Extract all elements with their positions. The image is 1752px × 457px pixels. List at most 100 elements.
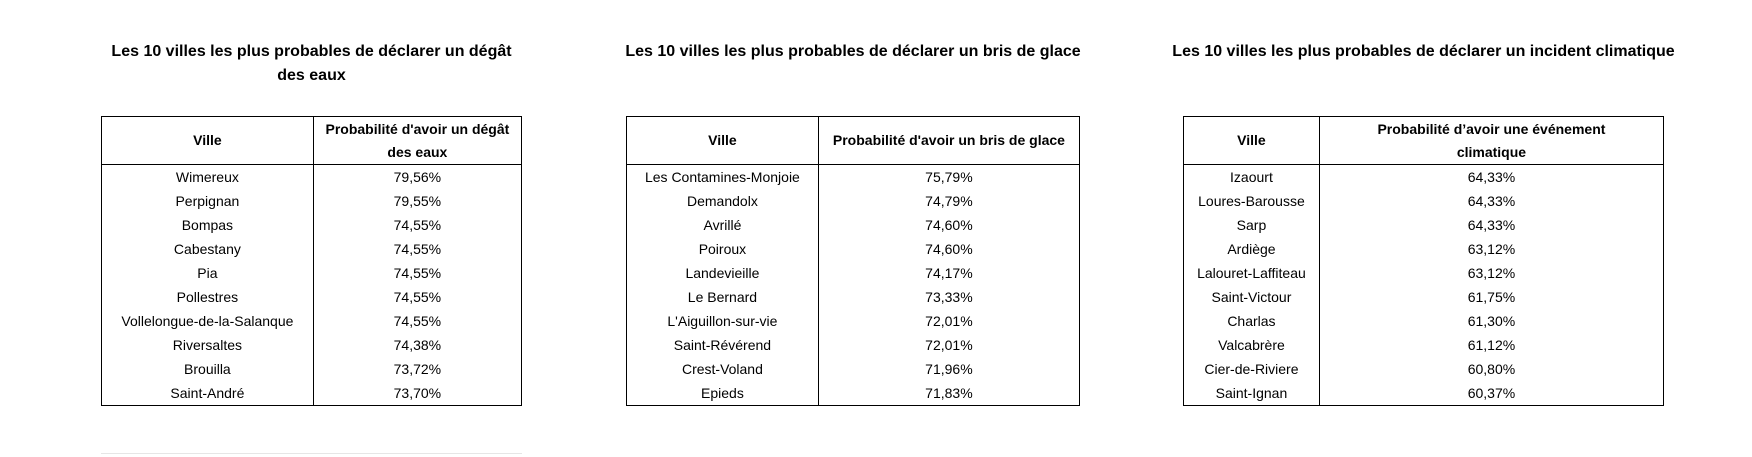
city-cell: L'Aiguillon-sur-vie: [626, 309, 819, 333]
table-row: Bompas 74,55%: [101, 213, 523, 237]
table-row: Landevieille 74,17%: [626, 261, 1081, 285]
city-cell: Loures-Barousse: [1183, 189, 1320, 213]
column-header-city: Ville: [1183, 116, 1320, 165]
table-row: Perpignan 79,55%: [101, 189, 523, 213]
probability-cell: 71,96%: [817, 357, 1081, 381]
table-row: Cier-de-Riviere 60,80%: [1183, 357, 1665, 381]
probability-cell: 73,70%: [312, 381, 523, 406]
probability-cell: 72,01%: [817, 333, 1081, 357]
city-cell: Pia: [101, 261, 314, 285]
city-cell: Izaourt: [1183, 164, 1320, 189]
probability-cell: 79,56%: [312, 164, 523, 189]
table-row: Loures-Barousse 64,33%: [1183, 189, 1665, 213]
probability-cell: 63,12%: [1318, 261, 1665, 285]
table-row: Wimereux 79,56%: [101, 164, 523, 189]
probability-cell: 74,55%: [312, 285, 523, 309]
table-title: Les 10 villes les plus probables de décl…: [1172, 43, 1675, 60]
city-cell: Crest-Voland: [626, 357, 819, 381]
table-row: Les Contamines-Monjoie 75,79%: [626, 164, 1081, 189]
city-cell: Saint-André: [101, 381, 314, 406]
probability-cell: 74,79%: [817, 189, 1081, 213]
probability-cell: 61,75%: [1318, 285, 1665, 309]
city-cell: Sarp: [1183, 213, 1320, 237]
table-row: Saint-Ignan 60,37%: [1183, 381, 1665, 406]
probability-cell: 79,55%: [312, 189, 523, 213]
table-header-row: Ville Probabilité d'avoir un dégât des e…: [101, 116, 523, 165]
city-cell: Brouilla: [101, 357, 314, 381]
city-cell: Saint-Ignan: [1183, 381, 1320, 406]
table-row: Izaourt 64,33%: [1183, 164, 1665, 189]
table-row: Cabestany 74,55%: [101, 237, 523, 261]
probability-cell: 60,37%: [1318, 381, 1665, 406]
table-row: Charlas 61,30%: [1183, 309, 1665, 333]
table-row: Poiroux 74,60%: [626, 237, 1081, 261]
city-cell: Cabestany: [101, 237, 314, 261]
city-cell: Le Bernard: [626, 285, 819, 309]
table-row: Saint-Révérend 72,01%: [626, 333, 1081, 357]
city-cell: Pollestres: [101, 285, 314, 309]
probability-cell: 61,12%: [1318, 333, 1665, 357]
column-header-city: Ville: [101, 116, 314, 165]
probability-cell: 74,38%: [312, 333, 523, 357]
city-cell: Lalouret-Laffiteau: [1183, 261, 1320, 285]
probability-cell: 74,55%: [312, 237, 523, 261]
table-row: Sarp 64,33%: [1183, 213, 1665, 237]
probability-cell: 74,55%: [312, 309, 523, 333]
probability-cell: 74,55%: [312, 261, 523, 285]
column-header-probability: Probabilité d'avoir un bris de glace: [817, 116, 1081, 165]
probability-cell: 71,83%: [817, 381, 1081, 406]
table-row: Crest-Voland 71,96%: [626, 357, 1081, 381]
city-cell: Cier-de-Riviere: [1183, 357, 1320, 381]
city-cell: Les Contamines-Monjoie: [626, 164, 819, 189]
probability-cell: 64,33%: [1318, 213, 1665, 237]
probability-cell: 74,55%: [312, 213, 523, 237]
table-row: Demandolx 74,79%: [626, 189, 1081, 213]
column-header-probability: Probabilité d'avoir un dégât des eaux: [312, 116, 523, 165]
city-cell: Avrillé: [626, 213, 819, 237]
table-row: Avrillé 74,60%: [626, 213, 1081, 237]
column-header-probability: Probabilité d’avoir une événement climat…: [1318, 116, 1665, 165]
city-cell: Riversaltes: [101, 333, 314, 357]
city-cell: Valcabrère: [1183, 333, 1320, 357]
table-row: Pia 74,55%: [101, 261, 523, 285]
probability-cell: 72,01%: [817, 309, 1081, 333]
data-table: Ville Probabilité d'avoir un bris de gla…: [626, 116, 1081, 406]
probability-cell: 63,12%: [1318, 237, 1665, 261]
faint-gridline: [101, 453, 522, 454]
table-row: Valcabrère 61,12%: [1183, 333, 1665, 357]
city-cell: Epieds: [626, 381, 819, 406]
city-cell: Ardiège: [1183, 237, 1320, 261]
probability-cell: 60,80%: [1318, 357, 1665, 381]
city-cell: Bompas: [101, 213, 314, 237]
probability-cell: 73,72%: [312, 357, 523, 381]
table-row: Le Bernard 73,33%: [626, 285, 1081, 309]
table-row: Riversaltes 74,38%: [101, 333, 523, 357]
probability-cell: 73,33%: [817, 285, 1081, 309]
table-row: Saint-André 73,70%: [101, 381, 523, 406]
probability-cell: 74,60%: [817, 213, 1081, 237]
data-table: Ville Probabilité d'avoir un dégât des e…: [101, 116, 523, 406]
table-header-row: Ville Probabilité d’avoir une événement …: [1183, 116, 1665, 165]
city-cell: Demandolx: [626, 189, 819, 213]
probability-cell: 75,79%: [817, 164, 1081, 189]
table-row: Pollestres 74,55%: [101, 285, 523, 309]
city-cell: Charlas: [1183, 309, 1320, 333]
probability-cell: 64,33%: [1318, 189, 1665, 213]
probability-cell: 74,60%: [817, 237, 1081, 261]
table-row: Lalouret-Laffiteau 63,12%: [1183, 261, 1665, 285]
table-title: Les 10 villes les plus probables de décl…: [111, 43, 512, 84]
table-row: L'Aiguillon-sur-vie 72,01%: [626, 309, 1081, 333]
table-row: Brouilla 73,72%: [101, 357, 523, 381]
table-header-row: Ville Probabilité d'avoir un bris de gla…: [626, 116, 1081, 165]
table-row: Vollelongue-de-la-Salanque 74,55%: [101, 309, 523, 333]
city-cell: Wimereux: [101, 164, 314, 189]
city-cell: Landevieille: [626, 261, 819, 285]
city-cell: Saint-Révérend: [626, 333, 819, 357]
probability-cell: 64,33%: [1318, 164, 1665, 189]
probability-cell: 74,17%: [817, 261, 1081, 285]
probability-cell: 61,30%: [1318, 309, 1665, 333]
table-row: Saint-Victour 61,75%: [1183, 285, 1665, 309]
table-title: Les 10 villes les plus probables de décl…: [625, 43, 1081, 60]
table-row: Epieds 71,83%: [626, 381, 1081, 406]
column-header-city: Ville: [626, 116, 819, 165]
